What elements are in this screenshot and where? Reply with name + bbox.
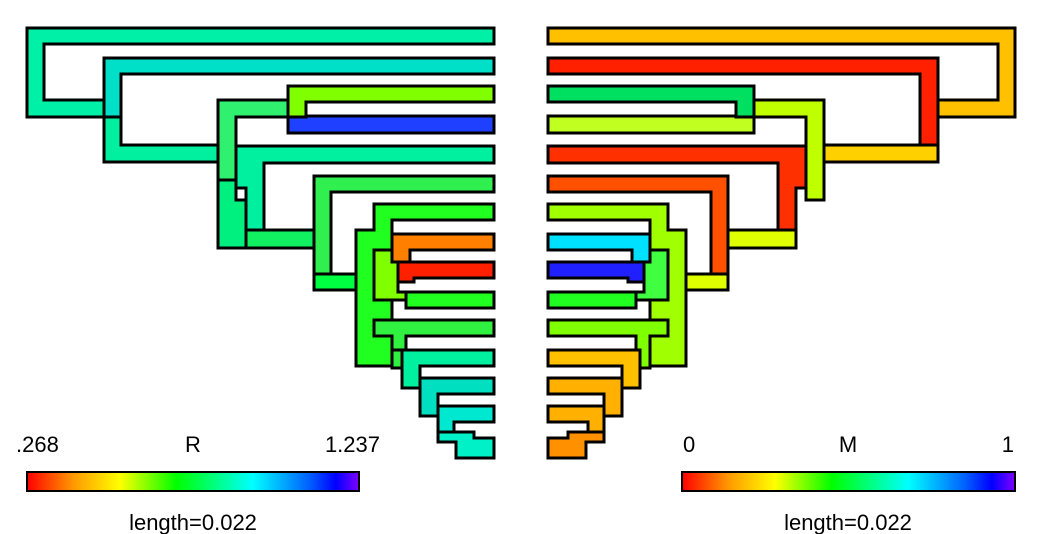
right-tip-15 [546,430,606,460]
left-inner-stem [372,248,408,302]
right-legend-min-label: 0 [683,432,695,457]
right-branch-2-stem [822,143,940,164]
left-legend-color-bar [26,471,360,492]
left-tip-14 [436,404,496,434]
right-tree [546,26,1017,460]
right-tip-14 [546,404,606,434]
right-legend-color-bar [681,471,1016,492]
right-tip-9 [546,260,646,284]
left-legend: .268 R 1.237 length=0.022 [16,432,380,534]
left-branch-6 [312,272,358,292]
left-tip-3 [286,84,496,119]
right-tip-8 [546,232,652,264]
left-tip-13 [418,376,496,418]
left-legend-max-label: 1.237 [325,432,380,457]
left-tip-9 [396,260,496,284]
left-legend-length-label: length=0.022 [129,510,257,534]
right-branch-6 [684,272,730,292]
right-tip-3 [546,84,756,119]
left-branch-5 [244,228,316,250]
left-tip-4 [286,114,496,135]
left-branch-2-stem [102,115,220,164]
right-legend: 0 M 1 length=0.022 [681,432,1016,534]
left-tip-10 [404,290,496,310]
right-inner-stem [634,248,670,302]
right-legend-length-label: length=0.022 [784,510,912,534]
left-branch-3-stem [216,178,248,250]
right-branch-5 [726,228,798,250]
right-tip-4 [546,114,756,135]
left-legend-min-label: .268 [16,432,59,457]
left-branch-root [25,26,496,119]
left-tree [25,26,496,460]
left-tip-15 [436,430,496,460]
right-legend-variable-label: M [839,432,857,457]
left-tip-8 [390,232,496,264]
right-tip-10 [546,290,638,310]
left-legend-variable-label: R [185,432,201,457]
right-legend-max-label: 1 [1002,432,1014,457]
